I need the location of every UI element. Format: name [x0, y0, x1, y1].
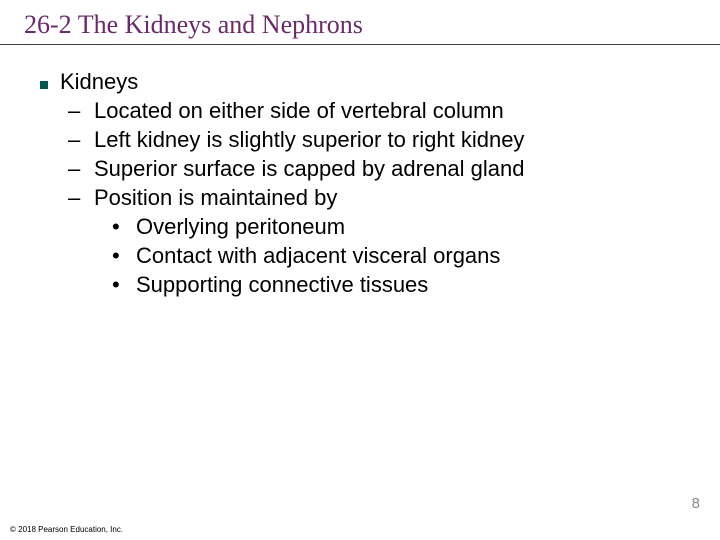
l3-label: Contact with adjacent visceral organs [136, 241, 500, 270]
bullet-dot-icon: • [112, 241, 136, 270]
slide-title: 26-2 The Kidneys and Nephrons [24, 10, 720, 40]
l1-label: Kidneys [60, 67, 138, 96]
dash-icon: – [68, 96, 94, 125]
dash-icon: – [68, 154, 94, 183]
list-item-l1: Kidneys [40, 67, 720, 96]
page-number: 8 [692, 495, 700, 512]
bullet-dot-icon: • [112, 212, 136, 241]
l3-label: Overlying peritoneum [136, 212, 345, 241]
dash-icon: – [68, 125, 94, 154]
l2-label: Position is maintained by [94, 183, 337, 212]
list-item-l2: – Left kidney is slightly superior to ri… [40, 125, 720, 154]
l3-label: Supporting connective tissues [136, 270, 428, 299]
list-item-l2: – Superior surface is capped by adrenal … [40, 154, 720, 183]
slide-body: Kidneys – Located on either side of vert… [0, 45, 720, 299]
list-item-l2: – Located on either side of vertebral co… [40, 96, 720, 125]
l2-label: Left kidney is slightly superior to righ… [94, 125, 524, 154]
l2-label: Superior surface is capped by adrenal gl… [94, 154, 525, 183]
list-item-l3: • Overlying peritoneum [40, 212, 720, 241]
dash-icon: – [68, 183, 94, 212]
copyright-footer: © 2018 Pearson Education, Inc. [10, 525, 123, 534]
list-item-l3: • Supporting connective tissues [40, 270, 720, 299]
list-item-l2: – Position is maintained by [40, 183, 720, 212]
l2-label: Located on either side of vertebral colu… [94, 96, 504, 125]
list-item-l3: • Contact with adjacent visceral organs [40, 241, 720, 270]
bullet-dot-icon: • [112, 270, 136, 299]
slide-title-region: 26-2 The Kidneys and Nephrons [0, 0, 720, 45]
bullet-square-icon [40, 67, 60, 96]
